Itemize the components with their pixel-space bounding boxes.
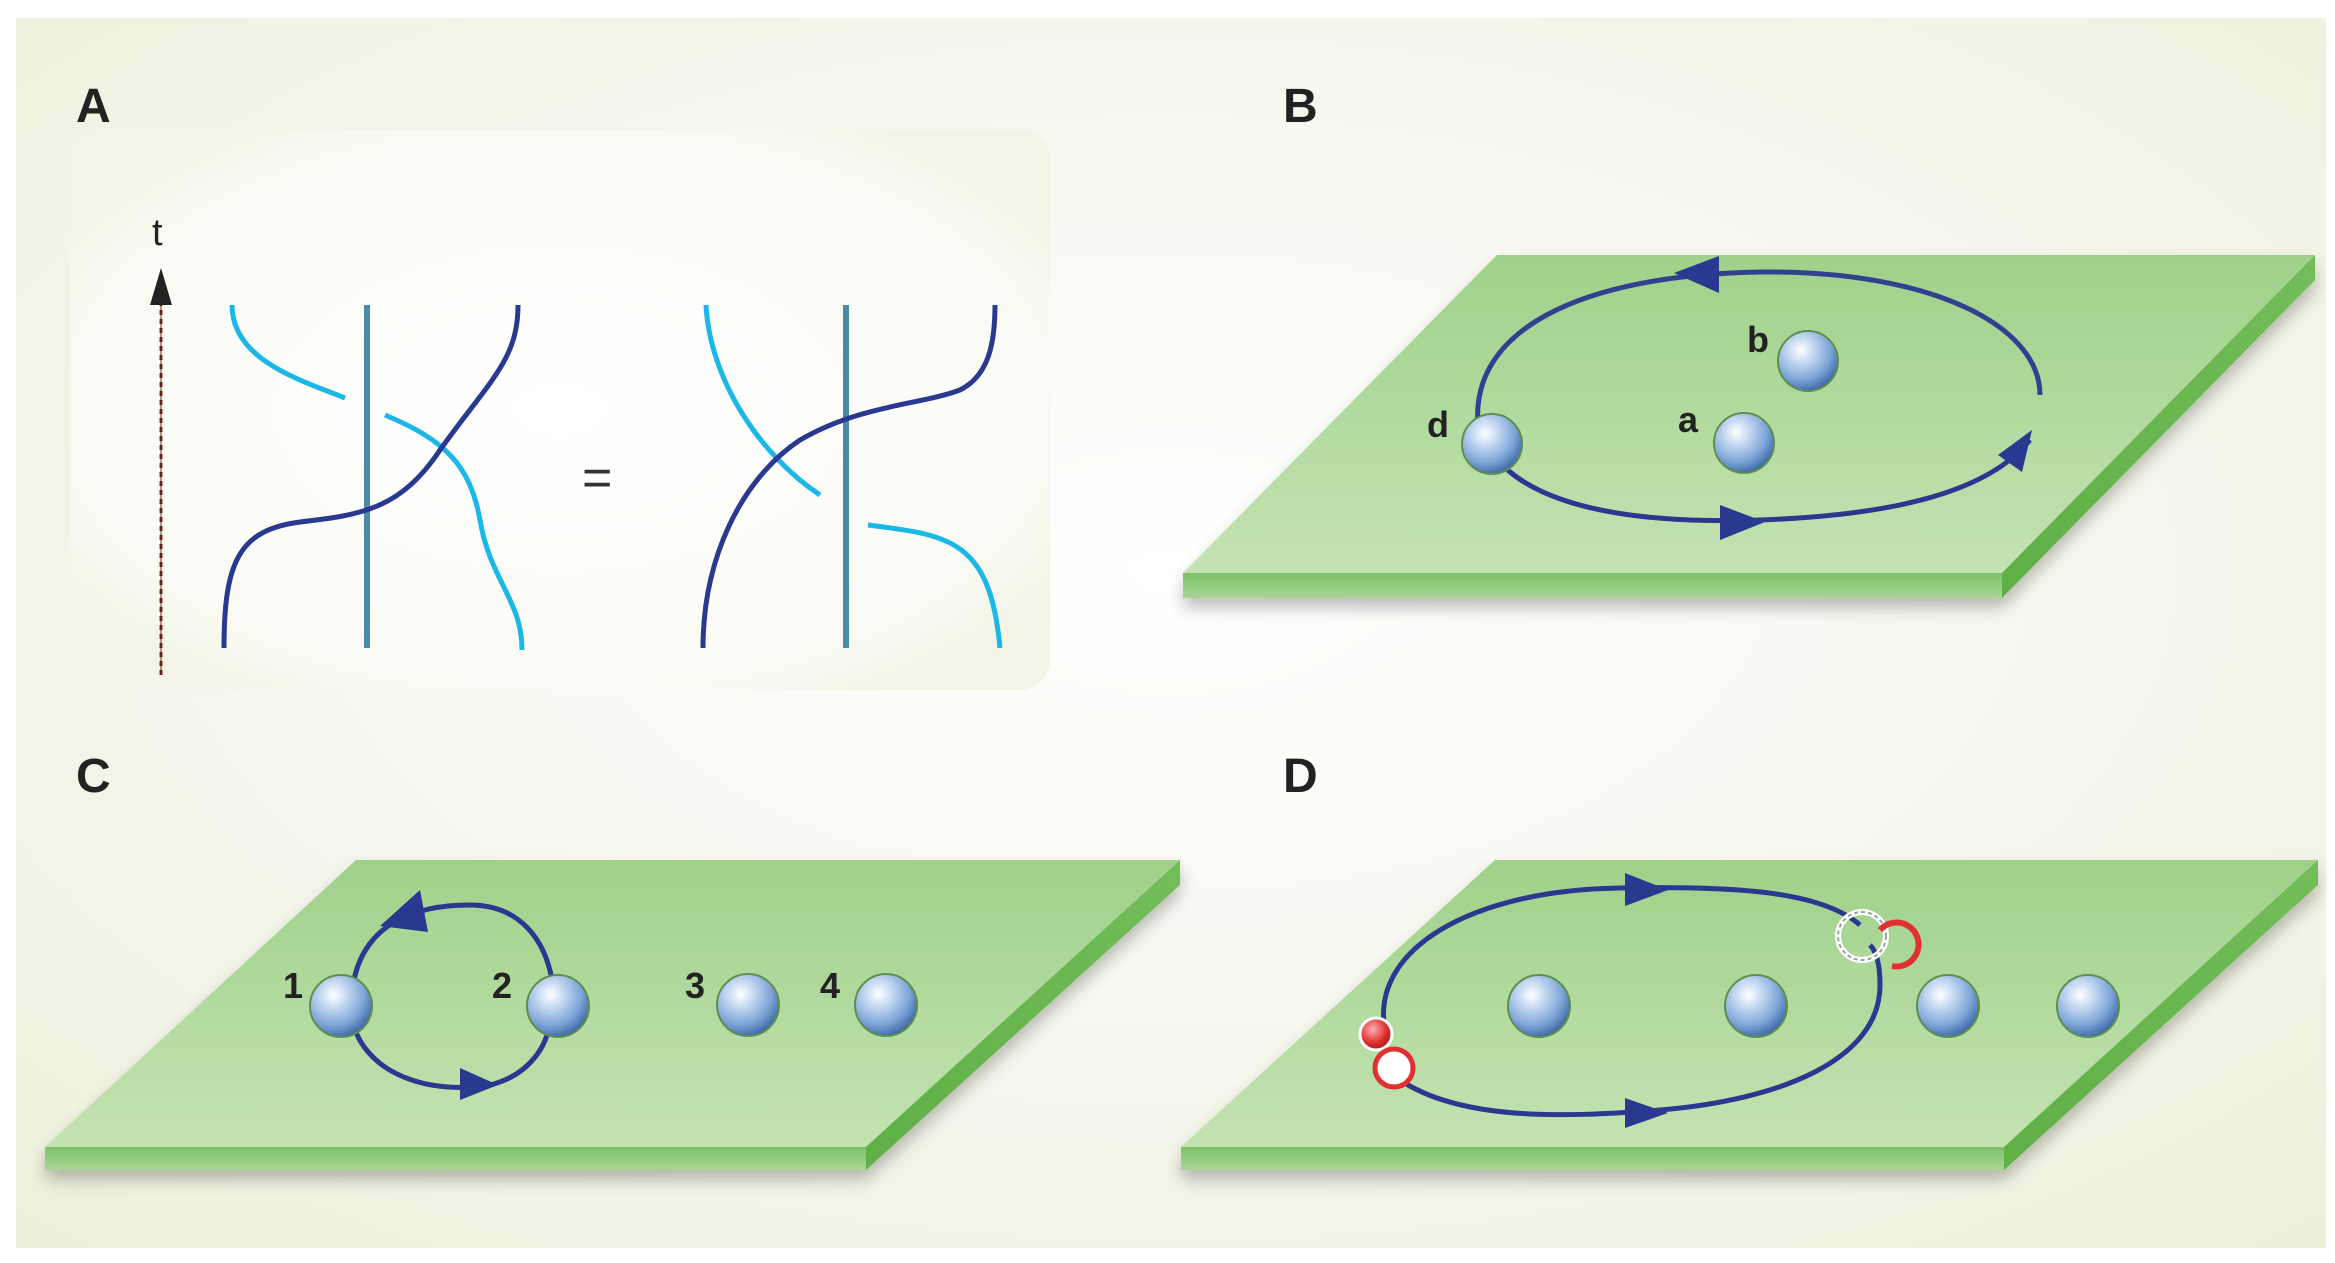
particle-d-1 — [1507, 974, 1571, 1038]
particle-label-d: d — [1427, 404, 1449, 445]
plane-d-front — [1181, 1147, 2004, 1170]
ghost-marker — [1837, 911, 1887, 961]
particle-1 — [309, 974, 373, 1038]
panel-a: A t = — [70, 80, 1050, 690]
particle-label-1: 1 — [283, 965, 303, 1006]
time-axis-label: t — [152, 212, 163, 254]
particle-2 — [526, 974, 590, 1038]
red-marker-ring — [1372, 1046, 1416, 1090]
particle-a — [1713, 412, 1775, 474]
light-strand-left-bottom — [384, 412, 525, 651]
loop-c-upper — [349, 902, 555, 993]
panel-b-label: B — [1283, 80, 1318, 133]
particle-label-a: a — [1678, 399, 1699, 440]
braid-right — [700, 304, 1003, 649]
particle-label-b: b — [1747, 319, 1769, 360]
light-strand-right-bottom — [867, 522, 1003, 649]
time-axis-arrowhead — [150, 268, 172, 305]
panel-a-backdrop — [70, 130, 1050, 690]
arrow-d-top — [1625, 873, 1668, 906]
plane-b-front — [1183, 573, 2002, 598]
particle-3 — [716, 973, 780, 1037]
panel-d-label: D — [1283, 750, 1318, 803]
plane-c — [45, 860, 1180, 1170]
arrow-d-bottom — [1625, 1098, 1668, 1128]
panel-b: B d a b — [1183, 80, 2315, 598]
loop-d-lower — [1398, 943, 1883, 1118]
light-strand-left-top — [229, 304, 346, 401]
arrow-b-right — [1998, 430, 2032, 472]
particle-4 — [854, 973, 918, 1037]
dark-strand-right — [700, 304, 998, 649]
arrow-b-top — [1674, 256, 1719, 293]
plane-c-front — [45, 1147, 866, 1170]
particle-b — [1777, 330, 1839, 392]
arrow-c-top — [380, 890, 428, 932]
light-strand-right-top — [703, 304, 822, 498]
panel-a-label: A — [76, 80, 111, 133]
plane-c-side — [866, 860, 1180, 1170]
red-marker-arc — [1877, 919, 1922, 970]
panel-c: C 1 2 3 4 — [45, 750, 1180, 1170]
particle-d-3 — [1916, 974, 1980, 1038]
particle-d — [1461, 413, 1523, 475]
dark-strand-left — [221, 304, 521, 649]
particle-label-4: 4 — [820, 965, 840, 1006]
braid-left — [221, 304, 525, 651]
loop-b-upper — [1475, 269, 2043, 426]
plane-b-side — [2002, 255, 2315, 598]
plane-c-top — [45, 860, 1180, 1147]
red-marker-filled — [1358, 1016, 1394, 1052]
particle-d-4 — [2056, 974, 2120, 1038]
loop-d-upper — [1381, 885, 1862, 1031]
plane-d-side — [2004, 860, 2318, 1170]
particle-label-2: 2 — [492, 965, 512, 1006]
arrow-c-bottom — [460, 1068, 498, 1100]
loop-b-lower — [1475, 424, 2032, 524]
equals-sign: = — [582, 449, 612, 507]
arrow-b-bottom — [1720, 505, 1765, 540]
panel-c-label: C — [76, 750, 111, 803]
particle-label-3: 3 — [685, 965, 705, 1006]
particle-d-2 — [1724, 974, 1788, 1038]
panel-d: D — [1181, 750, 2318, 1170]
